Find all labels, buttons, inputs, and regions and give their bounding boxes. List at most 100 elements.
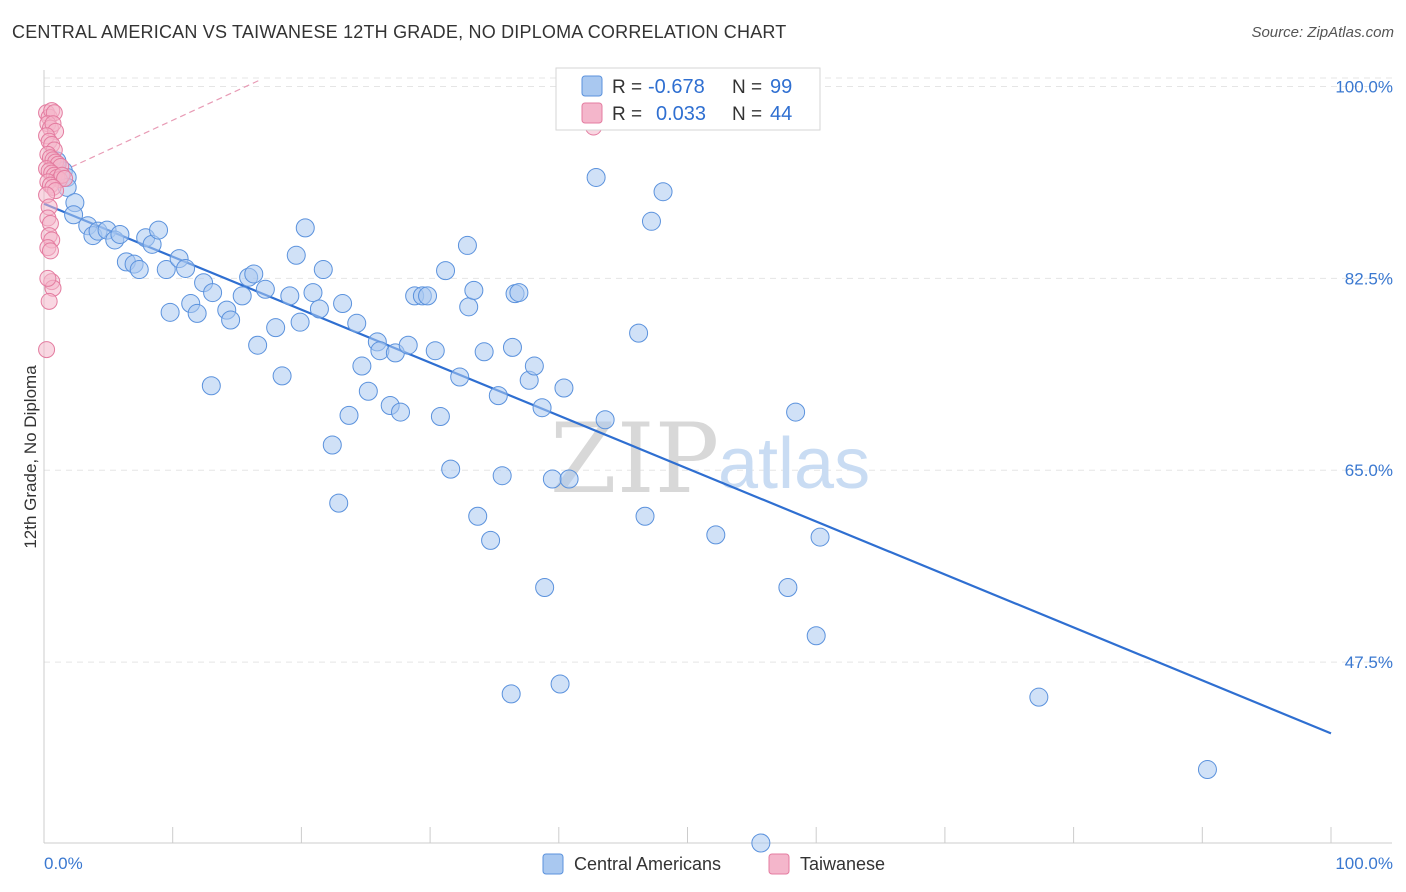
- x-tick-label-max: 100.0%: [1335, 854, 1393, 873]
- bottom-legend-swatch-central: [542, 853, 564, 875]
- legend-r-label-blue: R =: [612, 77, 642, 98]
- point-central-americans-37: [286, 245, 306, 265]
- y-tick-label-0: 47.5%: [1345, 653, 1393, 672]
- point-central-americans-81: [559, 469, 579, 489]
- point-central-americans-64: [457, 235, 477, 255]
- point-central-americans-95: [501, 684, 521, 704]
- point-central-americans-41: [309, 299, 329, 319]
- watermark-atlas: atlas: [718, 424, 870, 504]
- legend-r-label-pink: R =: [612, 104, 642, 125]
- legend-n-value-blue: 99: [770, 76, 792, 98]
- point-central-americans-80: [554, 378, 574, 398]
- point-central-americans-83: [595, 410, 615, 430]
- point-central-americans-42: [313, 260, 333, 280]
- watermark: ZIP atlas: [550, 403, 870, 515]
- point-central-americans-31: [244, 264, 264, 284]
- point-central-americans-23: [187, 303, 207, 323]
- grid-lines: [44, 77, 1392, 663]
- point-central-americans-28: [221, 310, 241, 330]
- point-central-americans-68: [481, 530, 501, 550]
- legend-r-value-blue: -0.678: [648, 76, 705, 98]
- chart-title: CENTRAL AMERICAN VS TAIWANESE 12TH GRADE…: [12, 22, 787, 42]
- point-central-americans-25: [203, 283, 223, 303]
- point-central-americans-94: [1197, 760, 1217, 780]
- point-central-americans-71: [502, 337, 522, 357]
- point-central-americans-14: [129, 260, 149, 280]
- source-label: Source: ZipAtlas.com: [1251, 24, 1394, 41]
- legend-n-label-pink: N =: [732, 104, 762, 125]
- point-central-americans-48: [352, 356, 372, 376]
- point-central-americans-65: [459, 297, 479, 317]
- point-central-americans-89: [778, 578, 798, 598]
- point-central-americans-93: [1029, 687, 1049, 707]
- trend-line-taiwanese: [43, 79, 261, 181]
- y-axis-title: 12th Grade, No Diploma: [21, 365, 40, 549]
- point-central-americans-5: [64, 205, 84, 225]
- point-central-americans-96: [468, 506, 488, 526]
- point-central-americans-35: [272, 366, 292, 386]
- point-central-americans-97: [751, 833, 771, 853]
- point-central-americans-85: [635, 506, 655, 526]
- point-central-americans-86: [653, 182, 673, 202]
- legend-box: R = -0.678 N = 99 R = 0.033 N = 44: [555, 67, 821, 131]
- point-central-americans-33: [255, 279, 275, 299]
- point-central-americans-18: [156, 260, 176, 280]
- point-central-americans-40: [303, 283, 323, 303]
- legend-r-value-pink: 0.033: [656, 103, 706, 125]
- point-central-americans-49: [358, 381, 378, 401]
- point-central-americans-38: [290, 312, 310, 332]
- point-central-americans-91: [806, 626, 826, 646]
- point-central-americans-44: [329, 493, 349, 513]
- point-central-americans-70: [492, 466, 512, 486]
- legend-n-value-pink: 44: [770, 103, 792, 125]
- point-central-americans-98: [641, 211, 661, 231]
- point-taiwanese-40: [40, 292, 58, 310]
- trend-line-central-americans: [43, 202, 1332, 735]
- point-central-americans-59: [425, 341, 445, 361]
- point-taiwanese-41: [38, 341, 56, 359]
- point-central-americans-46: [339, 405, 359, 425]
- bottom-legend: Central Americans Taiwanese: [542, 853, 885, 875]
- point-central-americans-90: [786, 402, 806, 422]
- point-central-americans-66: [464, 280, 484, 300]
- point-central-americans-77: [535, 578, 555, 598]
- point-central-americans-19: [160, 302, 180, 322]
- point-central-americans-58: [418, 286, 438, 306]
- point-central-americans-79: [550, 674, 570, 694]
- point-central-americans-21: [176, 258, 196, 278]
- point-central-americans-47: [347, 313, 367, 333]
- point-central-americans-69: [488, 386, 508, 406]
- point-taiwanese-42: [39, 269, 57, 287]
- y-tick-label-1: 65.0%: [1345, 461, 1393, 480]
- point-central-americans-75: [524, 356, 544, 376]
- point-central-americans-78: [542, 469, 562, 489]
- point-central-americans-39: [295, 218, 315, 238]
- point-central-americans-62: [441, 459, 461, 479]
- legend-n-label-blue: N =: [732, 77, 762, 98]
- point-central-americans-54: [390, 402, 410, 422]
- point-central-americans-60: [430, 406, 450, 426]
- point-central-americans-34: [266, 318, 286, 338]
- point-taiwanese-37: [41, 242, 59, 260]
- point-central-americans-84: [629, 323, 649, 343]
- point-central-americans-61: [436, 261, 456, 281]
- point-central-americans-36: [280, 286, 300, 306]
- point-central-americans-55: [398, 335, 418, 355]
- point-central-americans-76: [532, 398, 552, 418]
- data-points: [38, 84, 1217, 853]
- point-central-americans-29: [232, 286, 252, 306]
- y-tick-label-3: 100.0%: [1335, 77, 1393, 96]
- point-central-americans-26: [201, 376, 221, 396]
- point-central-americans-43: [322, 435, 342, 455]
- point-central-americans-32: [248, 335, 268, 355]
- point-central-americans-11: [110, 224, 130, 244]
- watermark-zip: ZIP: [550, 403, 719, 515]
- point-taiwanese-25: [56, 170, 74, 188]
- point-central-americans-67: [474, 342, 494, 362]
- bottom-legend-swatch-taiwanese: [768, 853, 790, 875]
- y-tick-labels: 47.5% 65.0% 82.5% 100.0%: [1335, 77, 1393, 672]
- x-tick-label-min: 0.0%: [44, 854, 83, 873]
- point-central-americans-88: [706, 525, 726, 545]
- legend-swatch-blue: [581, 75, 603, 97]
